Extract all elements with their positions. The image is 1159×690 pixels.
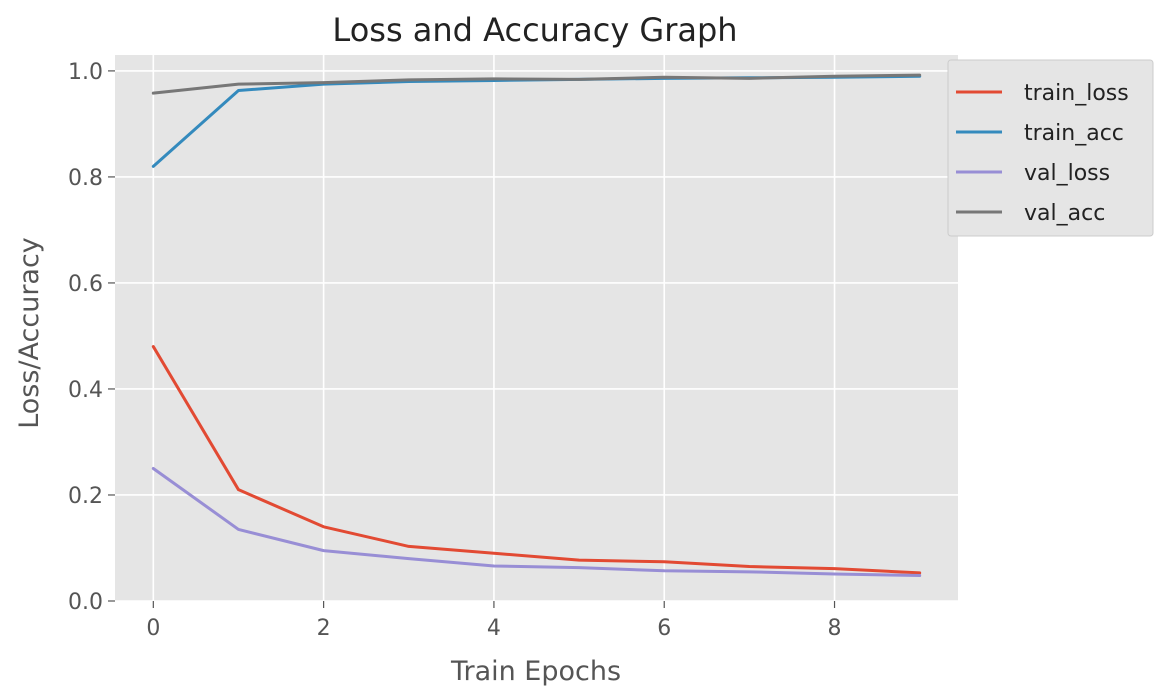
y-tick-label: 0.2 [68,484,103,509]
legend-box [947,59,1154,237]
x-axis-ticks: 0 2 4 6 8 [146,601,842,641]
plot-area [115,55,958,601]
series-lines [151,73,922,578]
y-tick-label: 0.4 [68,378,103,403]
x-tick-label: 2 [317,616,331,641]
gridlines [115,55,958,602]
x-tick-label: 8 [828,616,842,641]
legend-label: val_loss [1024,161,1110,186]
y-tick-label: 0.8 [68,166,103,191]
x-axis-label: Train Epochs [450,656,621,687]
x-tick-label: 0 [146,616,160,641]
y-axis-label: Loss/Accuracy [14,237,45,429]
legend: train_loss train_acc val_loss val_acc [947,59,1154,237]
legend-label: val_acc [1024,201,1105,226]
legend-label: train_loss [1024,81,1129,106]
series-line-val-loss [151,466,922,578]
legend-label: train_acc [1024,121,1124,146]
series-line-train-loss [151,345,922,575]
y-tick-label: 0.0 [68,590,103,615]
chart-title: Loss and Accuracy Graph [332,11,737,49]
x-tick-label: 6 [657,616,671,641]
series-line-val-acc [151,73,922,95]
y-tick-label: 0.6 [68,272,103,297]
y-tick-label: 1.0 [68,60,103,85]
y-axis-ticks: 0.0 0.2 0.4 0.6 0.8 1.0 [68,60,115,615]
x-tick-label: 4 [487,616,501,641]
